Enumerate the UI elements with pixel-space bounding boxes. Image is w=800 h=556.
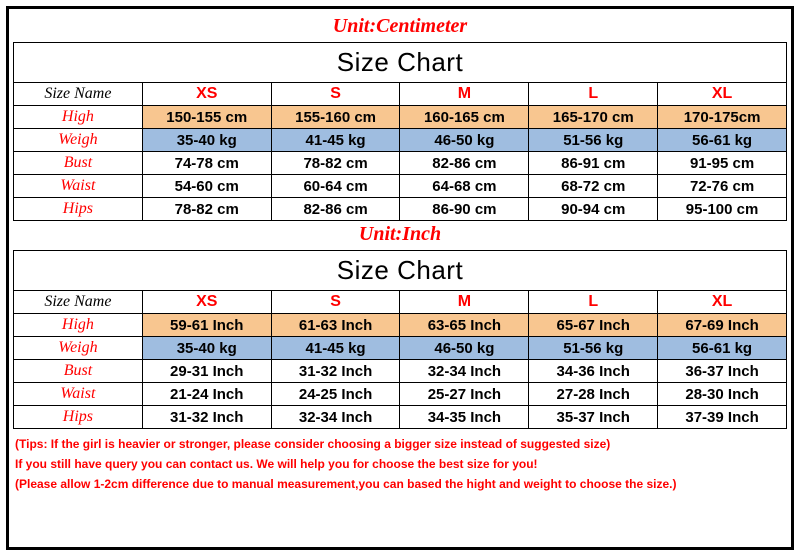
cell: 41-45 kg [271, 129, 400, 152]
row-label: Hips [14, 198, 143, 221]
row-label: Weigh [14, 129, 143, 152]
tip-line: If you still have query you can contact … [15, 455, 785, 473]
row-high-inch: High 59-61 Inch 61-63 Inch 63-65 Inch 65… [14, 314, 787, 337]
unit-title-inch: Unit:Inch [13, 221, 787, 250]
cell: 41-45 kg [271, 337, 400, 360]
row-label: High [14, 314, 143, 337]
cell: 74-78 cm [142, 152, 271, 175]
cell: 21-24 Inch [142, 383, 271, 406]
cell: 64-68 cm [400, 175, 529, 198]
row-label: Weigh [14, 337, 143, 360]
row-hips-cm: Hips 78-82 cm 82-86 cm 86-90 cm 90-94 cm… [14, 198, 787, 221]
cell: 78-82 cm [142, 198, 271, 221]
size-chart-container: Unit:Centimeter Size Chart Size Name XS … [6, 6, 794, 550]
size-name-label: Size Name [14, 291, 143, 314]
tips-block: (Tips: If the girl is heavier or stronge… [13, 429, 787, 495]
size-col-l: L [529, 291, 658, 314]
cell: 67-69 Inch [658, 314, 787, 337]
size-name-label: Size Name [14, 83, 143, 106]
tip-line: (Please allow 1-2cm difference due to ma… [15, 475, 785, 493]
size-table-inch: Size Chart Size Name XS S M L XL High 59… [13, 250, 787, 429]
row-bust-inch: Bust 29-31 Inch 31-32 Inch 32-34 Inch 34… [14, 360, 787, 383]
unit-title-cm: Unit:Centimeter [13, 13, 787, 42]
cell: 37-39 Inch [658, 406, 787, 429]
cell: 82-86 cm [271, 198, 400, 221]
row-weigh-inch: Weigh 35-40 kg 41-45 kg 46-50 kg 51-56 k… [14, 337, 787, 360]
cell: 155-160 cm [271, 106, 400, 129]
cell: 31-32 Inch [142, 406, 271, 429]
cell: 90-94 cm [529, 198, 658, 221]
cell: 65-67 Inch [529, 314, 658, 337]
size-table-cm: Size Chart Size Name XS S M L XL High 15… [13, 42, 787, 221]
row-waist-inch: Waist 21-24 Inch 24-25 Inch 25-27 Inch 2… [14, 383, 787, 406]
row-label: High [14, 106, 143, 129]
cell: 46-50 kg [400, 337, 529, 360]
row-high-cm: High 150-155 cm 155-160 cm 160-165 cm 16… [14, 106, 787, 129]
cell: 29-31 Inch [142, 360, 271, 383]
cell: 34-36 Inch [529, 360, 658, 383]
cell: 165-170 cm [529, 106, 658, 129]
size-col-m: M [400, 83, 529, 106]
cell: 34-35 Inch [400, 406, 529, 429]
cell: 31-32 Inch [271, 360, 400, 383]
tip-line: (Tips: If the girl is heavier or stronge… [15, 435, 785, 453]
cell: 46-50 kg [400, 129, 529, 152]
cell: 24-25 Inch [271, 383, 400, 406]
cell: 28-30 Inch [658, 383, 787, 406]
cell: 32-34 Inch [271, 406, 400, 429]
cell: 25-27 Inch [400, 383, 529, 406]
chart-header-cm: Size Chart [14, 43, 787, 83]
row-hips-inch: Hips 31-32 Inch 32-34 Inch 34-35 Inch 35… [14, 406, 787, 429]
cell: 95-100 cm [658, 198, 787, 221]
cell: 35-40 kg [142, 337, 271, 360]
row-label: Waist [14, 175, 143, 198]
cell: 27-28 Inch [529, 383, 658, 406]
size-col-s: S [271, 291, 400, 314]
cell: 54-60 cm [142, 175, 271, 198]
cell: 51-56 kg [529, 129, 658, 152]
row-weigh-cm: Weigh 35-40 kg 41-45 kg 46-50 kg 51-56 k… [14, 129, 787, 152]
cell: 68-72 cm [529, 175, 658, 198]
cell: 170-175cm [658, 106, 787, 129]
size-col-xs: XS [142, 291, 271, 314]
cell: 56-61 kg [658, 337, 787, 360]
cell: 78-82 cm [271, 152, 400, 175]
row-bust-cm: Bust 74-78 cm 78-82 cm 82-86 cm 86-91 cm… [14, 152, 787, 175]
cell: 32-34 Inch [400, 360, 529, 383]
cell: 51-56 kg [529, 337, 658, 360]
cell: 35-37 Inch [529, 406, 658, 429]
cell: 35-40 kg [142, 129, 271, 152]
row-label: Bust [14, 360, 143, 383]
size-col-xs: XS [142, 83, 271, 106]
cell: 60-64 cm [271, 175, 400, 198]
cell: 72-76 cm [658, 175, 787, 198]
row-label: Bust [14, 152, 143, 175]
cell: 150-155 cm [142, 106, 271, 129]
row-waist-cm: Waist 54-60 cm 60-64 cm 64-68 cm 68-72 c… [14, 175, 787, 198]
size-col-m: M [400, 291, 529, 314]
row-label: Waist [14, 383, 143, 406]
size-col-xl: XL [658, 83, 787, 106]
cell: 82-86 cm [400, 152, 529, 175]
cell: 56-61 kg [658, 129, 787, 152]
row-label: Hips [14, 406, 143, 429]
size-header-row: Size Name XS S M L XL [14, 291, 787, 314]
size-col-s: S [271, 83, 400, 106]
cell: 63-65 Inch [400, 314, 529, 337]
size-header-row: Size Name XS S M L XL [14, 83, 787, 106]
cell: 86-90 cm [400, 198, 529, 221]
cell: 160-165 cm [400, 106, 529, 129]
cell: 86-91 cm [529, 152, 658, 175]
chart-header-inch: Size Chart [14, 251, 787, 291]
cell: 59-61 Inch [142, 314, 271, 337]
cell: 36-37 Inch [658, 360, 787, 383]
size-col-l: L [529, 83, 658, 106]
size-col-xl: XL [658, 291, 787, 314]
cell: 91-95 cm [658, 152, 787, 175]
cell: 61-63 Inch [271, 314, 400, 337]
